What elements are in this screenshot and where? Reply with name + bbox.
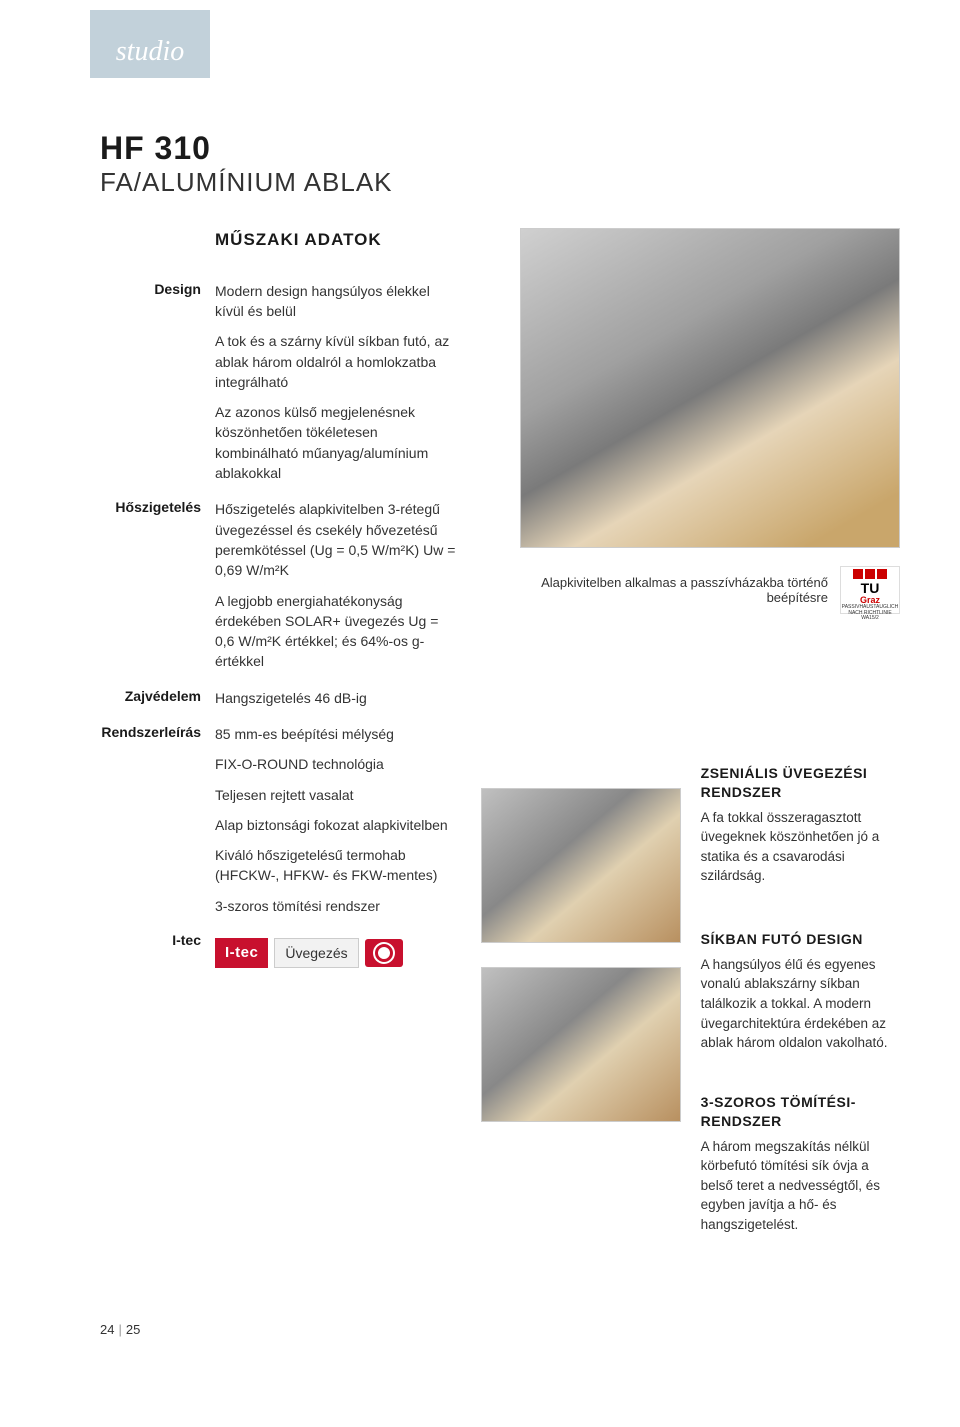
system-p1: 85 mm-es beépítési mélység: [215, 724, 461, 744]
feature-sealing-body: A három megszakítás nélkül körbefutó töm…: [701, 1137, 900, 1235]
spec-row-design: Design Modern design hangsúlyos élekkel …: [100, 281, 461, 484]
spec-row-insulation: Hőszigetelés Hőszigetelés alapkivitelben…: [100, 499, 461, 671]
product-subtitle: FA/ALUMÍNIUM ABLAK: [100, 167, 900, 198]
sound-value: Hangszigetelés 46 dB-ig: [215, 688, 461, 708]
page-number-left: 24: [100, 1322, 114, 1337]
tu-text: TU: [841, 581, 899, 595]
feature-flush-title: SÍKBAN FUTÓ DESIGN: [701, 930, 900, 949]
section-title: MŰSZAKI ADATOK: [215, 228, 461, 253]
passive-house-row: Alapkivitelben alkalmas a passzívházakba…: [501, 566, 900, 614]
passive-cert-subtext: PASSIVHAUSTAUGLICH NACH RICHTLINIE WA15/…: [841, 605, 899, 622]
spec-label-itec: I-tec: [100, 932, 215, 968]
fix-o-round-icon: [365, 939, 403, 967]
system-p4: Alap biztonsági fokozat alapkivitelben: [215, 815, 461, 835]
detail-image-glazing: [481, 788, 681, 943]
feature-glazing-title: ZSENIÁLIS ÜVEGEZÉSI RENDSZER: [701, 764, 900, 802]
itec-primary-badge: I-tec: [215, 938, 268, 968]
page: HF 310 FA/ALUMÍNIUM ABLAK MŰSZAKI ADATOK…: [0, 0, 960, 1377]
design-p2: A tok és a szárny kívül síkban futó, az …: [215, 331, 461, 392]
product-code: HF 310: [100, 130, 900, 167]
system-p2: FIX-O-ROUND technológia: [215, 754, 461, 774]
insulation-p2: A legjobb energiahatékonyság érdekében S…: [215, 591, 461, 672]
page-number-right: 25: [126, 1322, 140, 1337]
spec-row-itec: I-tec I-tec Üvegezés: [100, 932, 461, 968]
system-p6: 3-szoros tömítési rendszer: [215, 896, 461, 916]
design-p3: Az azonos külső megjelenésnek köszönhető…: [215, 402, 461, 483]
system-p5: Kiváló hőszigetelésű termohab (HFCKW-, H…: [215, 845, 461, 886]
system-p3: Teljesen rejtett vasalat: [215, 785, 461, 805]
insulation-p1: Hőszigetelés alapkivitelben 3-rétegű üve…: [215, 499, 461, 580]
studio-badge: studio: [90, 10, 210, 78]
spec-label-sound: Zajvédelem: [100, 688, 215, 708]
feature-sealing: 3-SZOROS TÖMÍTÉSI­RENDSZER A három megsz…: [701, 1093, 900, 1235]
feature-sealing-title: 3-SZOROS TÖMÍTÉSI­RENDSZER: [701, 1093, 900, 1131]
feature-glazing-body: A fa tokkal összeragasztott üvegeknek kö…: [701, 808, 900, 886]
design-p1: Modern design hangsúlyos élekkel kívül é…: [215, 281, 461, 322]
hero-product-image: [520, 228, 900, 548]
spec-row-system: Rendszerleírás 85 mm-es beépítési mélysé…: [100, 724, 461, 916]
itec-secondary-badge: Üvegezés: [274, 938, 358, 968]
feature-glazing: ZSENIÁLIS ÜVEGEZÉSI RENDSZER A fa tokkal…: [701, 764, 900, 886]
features-column: Alapkivitelben alkalmas a passzívházakba…: [701, 228, 900, 1262]
spec-row-sound: Zajvédelem Hangszigetelés 46 dB-ig: [100, 688, 461, 708]
spec-column: MŰSZAKI ADATOK Design Modern design hang…: [100, 228, 461, 1262]
product-header: HF 310 FA/ALUMÍNIUM ABLAK: [100, 130, 900, 198]
spec-label-insulation: Hőszigetelés: [100, 499, 215, 671]
passive-house-text: Alapkivitelben alkalmas a passzívházakba…: [501, 575, 828, 605]
feature-flush: SÍKBAN FUTÓ DESIGN A hangsúlyos élű és e…: [701, 930, 900, 1053]
tu-graz-logo: TU Graz PASSIVHAUSTAUGLICH NACH RICHTLIN…: [840, 566, 900, 614]
detail-image-flush: [481, 967, 681, 1122]
spec-label-system: Rendszerleírás: [100, 724, 215, 916]
page-footer: 24|25: [100, 1322, 900, 1337]
studio-badge-text: studio: [116, 36, 184, 68]
feature-flush-body: A hangsúlyos élű és egyenes vonalú ablak…: [701, 955, 900, 1053]
spec-label-design: Design: [100, 281, 215, 484]
